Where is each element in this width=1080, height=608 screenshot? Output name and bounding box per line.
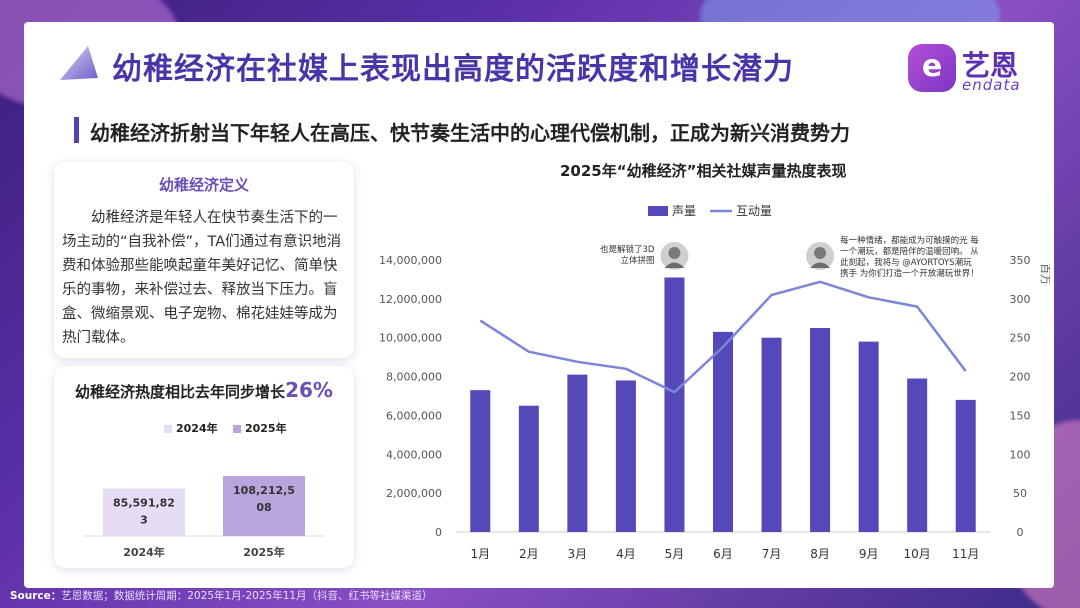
x-tick-label: 5月: [665, 547, 685, 561]
brand-name: 艺恩: [962, 49, 1019, 82]
annotation-avatar: [804, 240, 837, 272]
y-right-tick-label: 50: [1013, 487, 1027, 500]
x-tick-label: 7月: [762, 547, 782, 561]
growth-bar-1: [223, 476, 305, 536]
volume-bar-9: [858, 341, 879, 532]
page-subtitle: 幼稚经济折射当下年轻人在高压、快节奏生活中的心理代偿机制，正成为新兴消费势力: [90, 121, 850, 145]
e-logo-icon: e: [908, 44, 956, 92]
growth-bar-0: [103, 488, 185, 536]
social-volume-chart: 声量 互动量 0 2,000,000 4,000,000 6,000,000 8,000,0…: [379, 204, 1050, 561]
growth-title-text: 幼稚经济热度相比去年同步增长: [75, 383, 286, 401]
y-right-tick-label: 0: [1017, 526, 1024, 539]
annotation-text: 立体拼图: [620, 255, 654, 266]
definition-text: 幼稚经济是年轻人在快节奏生活下的一场主动的“自我补偿”，TA们通过有意识地消费和…: [62, 210, 342, 346]
growth-bar-chart: 85,591,82 3 2024年 108,212,5 08 2025年: [84, 476, 324, 559]
triangle-logo-icon: [60, 46, 98, 80]
volume-bar-7: [761, 337, 782, 532]
x-tick-label: 3月: [568, 547, 588, 561]
growth-value-label-0: 3: [140, 514, 148, 527]
x-tick-label: 4月: [616, 547, 636, 561]
growth-value-label-0: 85,591,82: [113, 497, 175, 510]
y-left-tick-label: 2,000,000: [386, 487, 442, 500]
y-left-tick-label: 14,000,000: [379, 254, 442, 267]
annotation-text: 携手 为你们打造一个开放潮玩世界！: [840, 268, 979, 279]
y-left-tick-label: 10,000,000: [379, 332, 442, 345]
y-left-tick-label: 0: [435, 526, 442, 539]
legend-swatch-2024: [164, 425, 172, 433]
growth-legend: 2024年 2025年: [164, 420, 287, 436]
x-tick-label: 9月: [859, 547, 879, 561]
y-right-tick-label: 200: [1010, 371, 1031, 384]
chart-title: 2025年“幼稚经济”相关社媒声量热度表现: [560, 162, 847, 180]
y-right-tick-label: 250: [1010, 332, 1031, 345]
brand-logo: e 艺恩 endata: [908, 44, 1038, 94]
x-tick-label: 6月: [713, 547, 733, 561]
volume-bar-10: [907, 378, 928, 532]
source-note: Source：艺恩数据；数据统计周期：2025年1月-2025年11月（抖音、红…: [10, 588, 433, 603]
avatar-body: [664, 262, 685, 268]
definition-panel: 幼稚经济定义 幼稚经济是年轻人在快节奏生活下的一场主动的“自我补偿”，TA们通过…: [54, 162, 354, 358]
legend-label-2025: 2025年: [244, 422, 287, 435]
avatar-head: [814, 247, 827, 259]
x-tick-label: 8月: [810, 547, 830, 561]
y-left-tick-label: 8,000,000: [386, 371, 442, 384]
volume-bar-5: [664, 277, 685, 532]
y-right-tick-label: 350: [1010, 254, 1031, 267]
legend-label-2024: 2024年: [176, 422, 218, 435]
avatar-head: [668, 247, 681, 259]
legend-swatch-volume: [648, 206, 668, 216]
brand-sub: endata: [962, 76, 1021, 94]
growth-panel: 幼稚经济热度相比去年同步增长26% 2024年 2025年 85,591,82 3…: [54, 366, 354, 568]
x-tick-label: 1月: [470, 547, 490, 561]
definition-title: 幼稚经济定义: [158, 176, 249, 194]
volume-bar-11: [955, 399, 976, 532]
growth-category-label-1: 2025年: [243, 545, 285, 559]
y-left-tick-label: 6,000,000: [386, 409, 442, 422]
x-tick-label: 11月: [952, 547, 979, 561]
page-title: 幼稚经济在社媒上表现出高度的活跃度和增长潜力: [112, 52, 794, 87]
growth-title: 幼稚经济热度相比去年同步增长26%: [54, 378, 354, 402]
volume-bar-2: [518, 405, 539, 532]
legend-label-interaction: 互动量: [736, 204, 772, 218]
annotation-text: 也是解锁了3D: [600, 244, 655, 255]
growth-percent: 26%: [285, 378, 333, 402]
source-text: 艺恩数据；数据统计周期：2025年1月-2025年11月（抖音、红书等社媒渠道）: [61, 590, 433, 602]
x-tick-label: 2月: [519, 547, 539, 561]
growth-category-label-0: 2024年: [123, 545, 165, 559]
y-right-tick-label: 300: [1010, 293, 1031, 306]
volume-bar-6: [713, 331, 733, 532]
annotation-text: 此刻起，我将与 @AYORTOYS潮玩: [840, 257, 972, 268]
annotation-avatar: [658, 240, 691, 272]
y-left-tick-label: 4,000,000: [386, 448, 442, 461]
volume-bar-1: [470, 390, 491, 532]
growth-value-label-1: 108,212,5: [233, 484, 295, 497]
volume-bar-3: [567, 374, 588, 532]
y-right-axis-label: 百万: [1039, 263, 1050, 285]
interaction-line: [479, 280, 967, 394]
subtitle-accent-bar: [74, 117, 79, 143]
growth-value-label-1: 08: [256, 501, 271, 514]
y-right-tick-label: 150: [1010, 409, 1031, 422]
y-right-tick-label: 100: [1010, 448, 1031, 461]
x-tick-label: 10月: [904, 547, 931, 561]
annotation-text: 每一种情绪，都能成为可触摸的光 每: [840, 235, 979, 246]
legend-swatch-2025: [232, 425, 241, 433]
avatar-body: [810, 262, 831, 268]
volume-bar-4: [615, 380, 636, 532]
source-label: Source：: [10, 590, 62, 602]
annotation-text: 一个潮玩，都是陪伴的温暖回响。 从: [840, 246, 979, 257]
volume-bar-8: [810, 328, 831, 532]
legend-label-volume: 声量: [672, 204, 696, 218]
y-left-tick-label: 12,000,000: [379, 293, 442, 306]
